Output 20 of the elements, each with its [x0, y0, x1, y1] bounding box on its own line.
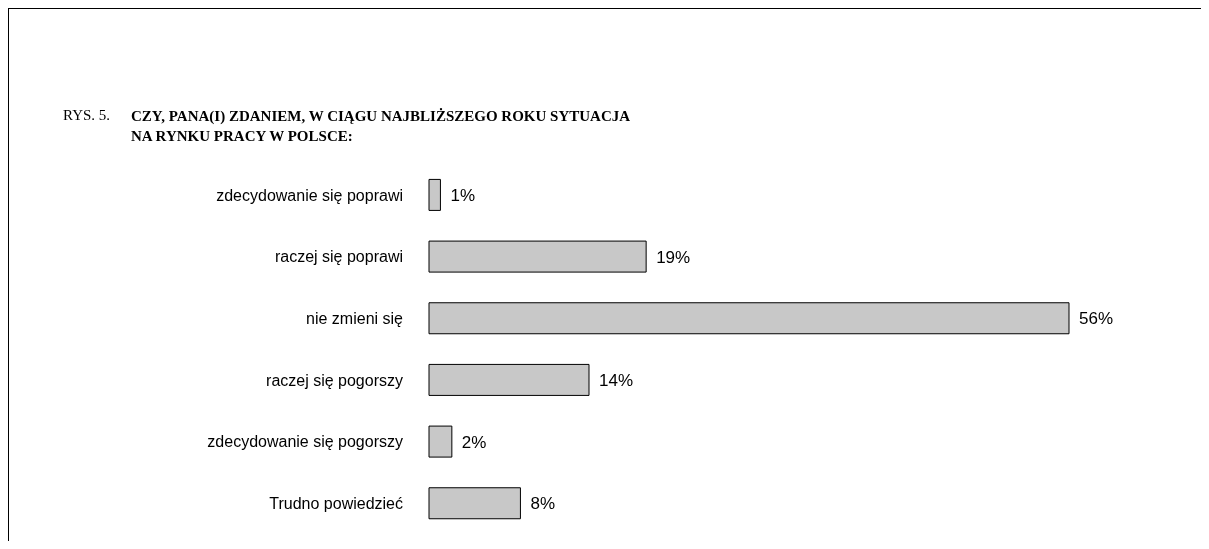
data-label: 1% — [450, 185, 476, 205]
data-label: 19% — [656, 247, 691, 267]
data-label: 56% — [1079, 309, 1114, 329]
data-label: 14% — [599, 370, 634, 390]
y-tick-label: nie zmieni się — [306, 309, 404, 327]
y-tick-label: zdecydowanie się poprawi — [216, 186, 403, 204]
bar — [428, 240, 647, 273]
bar — [428, 363, 590, 396]
chart-title: CZY, PANA(I) ZDANIEM, W CIĄGU NAJBLIŻSZEGO ROKU SYTUACJA NA RYNKU PRACY W POLSCE: — [131, 107, 631, 146]
bar — [428, 487, 521, 520]
data-label: 8% — [530, 494, 556, 514]
y-tick-label: raczej się poprawi — [274, 248, 403, 266]
bar — [428, 178, 441, 211]
bar — [428, 302, 1070, 335]
bar — [428, 425, 453, 458]
y-tick-label: raczej się pogorszy — [266, 371, 403, 389]
text: RYS. 5. — [63, 107, 111, 124]
data-label: 2% — [461, 432, 487, 452]
y-tick-label: zdecydowanie się pogorszy — [207, 433, 403, 451]
y-tick-label: Trudno powiedzieć — [269, 494, 403, 512]
